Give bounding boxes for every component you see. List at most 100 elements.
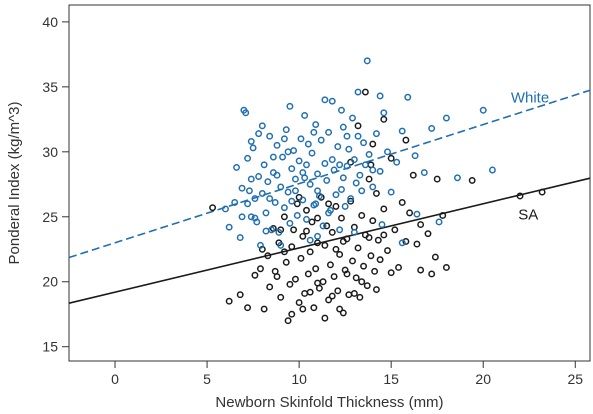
data-point-white — [372, 130, 380, 138]
data-point-sa — [312, 265, 320, 273]
data-point-white — [251, 195, 259, 203]
data-point-white — [238, 213, 246, 221]
data-point-sa — [336, 305, 344, 313]
data-point-white — [339, 123, 347, 131]
data-point-sa — [380, 205, 388, 213]
data-point-sa — [284, 317, 292, 325]
data-point-white — [284, 148, 292, 156]
data-point-white — [266, 132, 274, 140]
data-point-white — [284, 188, 292, 196]
data-point-sa — [347, 197, 355, 205]
data-point-sa — [402, 136, 410, 144]
data-point-white — [238, 184, 246, 192]
data-point-white — [260, 161, 268, 169]
data-point-sa — [417, 266, 425, 274]
data-point-sa — [280, 213, 288, 221]
data-point-white — [266, 195, 274, 203]
data-point-white — [310, 128, 318, 136]
data-point-sa — [257, 265, 264, 273]
data-point-white — [435, 218, 443, 226]
data-point-white — [306, 180, 314, 188]
plot-border — [68, 4, 591, 362]
data-point-sa — [439, 212, 447, 219]
data-point-white — [303, 161, 310, 169]
data-point-sa — [365, 175, 373, 183]
data-point-sa — [308, 218, 316, 226]
x-axis-title: Newborn Skinfold Thickness (mm) — [215, 394, 443, 411]
data-point-white — [361, 161, 369, 169]
data-point-sa — [310, 304, 318, 312]
data-point-white — [295, 157, 303, 165]
data-point-white — [356, 171, 364, 179]
data-point-white — [247, 175, 255, 183]
fit-line-sa — [68, 177, 591, 304]
data-point-white — [319, 222, 327, 230]
data-point-white — [376, 167, 384, 175]
data-point-white — [273, 141, 281, 149]
data-point-white — [453, 174, 461, 182]
data-point-sa — [538, 188, 546, 196]
data-point-white — [255, 173, 263, 180]
data-point-sa — [336, 251, 344, 258]
data-point-sa — [339, 238, 347, 245]
data-point-sa — [291, 275, 299, 283]
x-tick-label: 15 — [383, 371, 399, 387]
data-point-white — [336, 161, 344, 169]
data-point-sa — [431, 253, 439, 261]
data-point-sa — [306, 248, 314, 256]
data-point-sa — [374, 236, 382, 244]
data-point-white — [328, 97, 336, 105]
data-point-sa — [323, 222, 331, 230]
data-point-sa — [321, 314, 329, 322]
data-point-sa — [365, 234, 373, 242]
data-point-sa — [387, 154, 395, 162]
data-point-white — [271, 199, 279, 206]
data-point-white — [341, 202, 349, 210]
data-point-sa — [288, 310, 296, 318]
data-point-sa — [354, 244, 362, 252]
data-point-white — [345, 145, 353, 153]
data-point-white — [384, 148, 391, 156]
data-point-sa — [468, 176, 476, 184]
data-point-sa — [409, 171, 417, 179]
data-point-sa — [244, 304, 252, 312]
data-point-white — [244, 200, 252, 208]
data-point-sa — [330, 273, 338, 280]
x-axis-ticks: 0 5 10 15 20 25 — [111, 361, 583, 387]
data-point-sa — [424, 230, 432, 238]
x-tick-label: 5 — [203, 371, 211, 387]
data-point-sa — [417, 221, 425, 229]
data-point-white — [312, 121, 320, 128]
data-point-sa — [288, 243, 296, 251]
data-point-sa — [391, 226, 399, 234]
data-point-sa — [332, 245, 340, 253]
fit-line-white — [68, 89, 591, 259]
data-point-sa — [406, 209, 414, 217]
data-point-sa — [328, 228, 336, 236]
data-point-sa — [369, 140, 377, 148]
fit-lines — [68, 89, 591, 304]
data-point-sa — [384, 247, 391, 255]
data-point-white — [321, 96, 329, 104]
data-point-sa — [251, 271, 259, 279]
data-point-white — [349, 114, 356, 122]
data-point-white — [306, 236, 314, 244]
data-point-white — [291, 175, 299, 183]
data-point-sa — [326, 261, 334, 269]
data-point-white — [338, 106, 345, 114]
x-tick-label: 20 — [475, 371, 491, 387]
data-point-white — [378, 221, 386, 229]
data-point-sa — [321, 241, 329, 249]
y-tick-label: 40 — [42, 14, 58, 30]
data-point-sa — [413, 240, 421, 248]
series-label-white: White — [511, 89, 549, 106]
data-point-white — [293, 212, 301, 219]
data-point-white — [376, 92, 384, 100]
data-point-white — [347, 195, 355, 203]
data-point-white — [304, 140, 312, 148]
data-point-sa — [282, 258, 290, 266]
data-point-white — [225, 223, 233, 231]
y-axis-ticks: 15 20 25 30 35 40 — [42, 14, 69, 355]
data-point-white — [413, 210, 421, 218]
